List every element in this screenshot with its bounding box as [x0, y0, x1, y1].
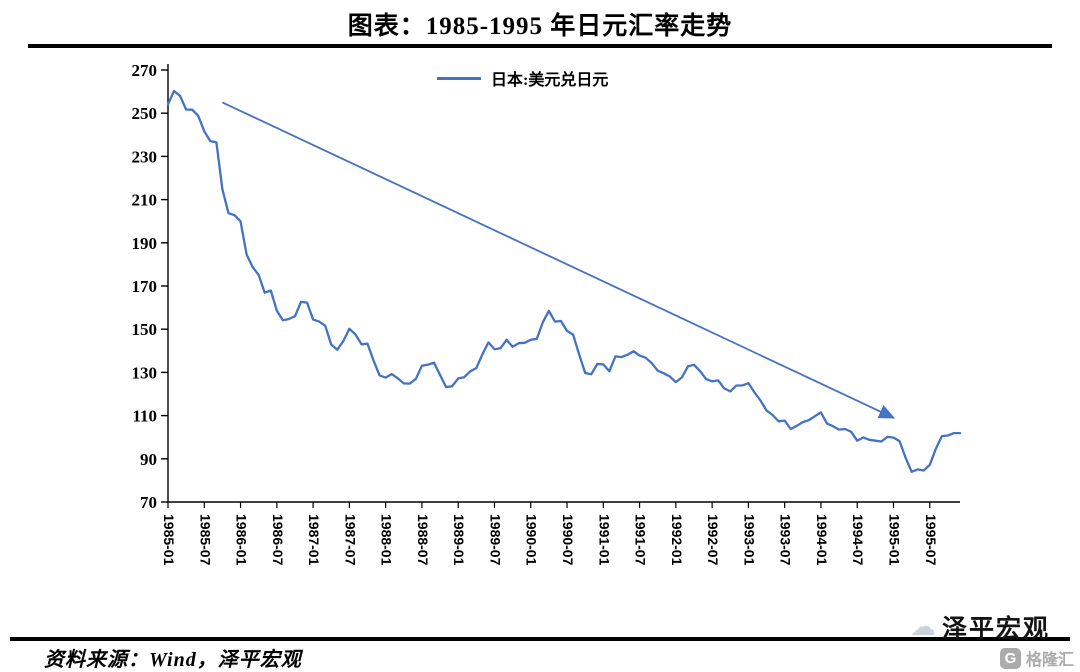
y-tick-label: 170: [132, 277, 158, 296]
x-tick-label: 1990-07: [560, 514, 576, 566]
x-tick-label: 1985-07: [197, 514, 213, 566]
x-tick-label: 1994-07: [850, 514, 866, 566]
gelonghui-logo-icon: G: [999, 647, 1021, 669]
x-tick-label: 1987-01: [306, 514, 322, 566]
y-tick-label: 190: [132, 234, 158, 253]
gelonghui-logo: G 格隆汇: [999, 646, 1074, 670]
y-tick-label: 210: [132, 191, 158, 210]
x-tick-label: 1991-07: [633, 514, 649, 566]
watermark-text: 泽平宏观: [941, 616, 1050, 643]
x-tick-label: 1993-01: [741, 514, 757, 566]
series-line: [166, 89, 962, 473]
x-tick-label: 1988-07: [415, 514, 431, 566]
y-tick-label: 110: [132, 407, 157, 426]
legend-line-swatch: [437, 76, 481, 80]
x-tick-label: 1985-01: [161, 514, 177, 566]
x-tick-label: 1986-07: [270, 514, 286, 566]
x-tick-label: 1994-01: [814, 514, 830, 566]
cloud-icon: ☁: [909, 612, 936, 641]
legend-label: 日本:美元兑日元: [491, 72, 609, 89]
y-tick-label: 90: [140, 450, 157, 469]
y-tick-label: 270: [132, 61, 158, 80]
top-divider: [28, 44, 1052, 48]
y-tick-label: 150: [132, 320, 158, 339]
bottom-divider: [10, 637, 1070, 641]
x-tick-label: 1989-07: [487, 514, 503, 566]
x-tick-label: 1995-07: [923, 514, 939, 566]
y-tick-label: 250: [132, 104, 158, 123]
x-tick-label: 1989-01: [451, 514, 467, 566]
source-note: 资料来源：Wind，泽平宏观: [44, 649, 302, 671]
y-tick-label: 230: [132, 147, 158, 166]
legend: 日本:美元兑日元: [437, 67, 608, 89]
x-tick-label: 1991-01: [596, 514, 612, 566]
watermark: ☁ 泽平宏观: [910, 609, 1050, 645]
y-tick-label: 130: [132, 363, 158, 382]
x-tick-label: 1987-07: [342, 514, 358, 566]
y-tick-label: 70: [140, 493, 157, 512]
x-tick-label: 1988-01: [379, 514, 395, 566]
x-tick-label: 1992-07: [705, 514, 721, 566]
x-tick-label: 1995-01: [886, 514, 902, 566]
x-tick-label: 1992-01: [669, 514, 685, 566]
trend-arrow: [222, 101, 896, 419]
gelonghui-logo-text: 格隆汇: [1025, 652, 1074, 669]
x-tick-label: 1993-07: [778, 514, 794, 566]
chart-title: 图表：1985-1995 年日元汇率走势: [347, 13, 733, 40]
x-tick-label: 1986-01: [234, 514, 250, 566]
x-tick-label: 1990-01: [524, 514, 540, 566]
